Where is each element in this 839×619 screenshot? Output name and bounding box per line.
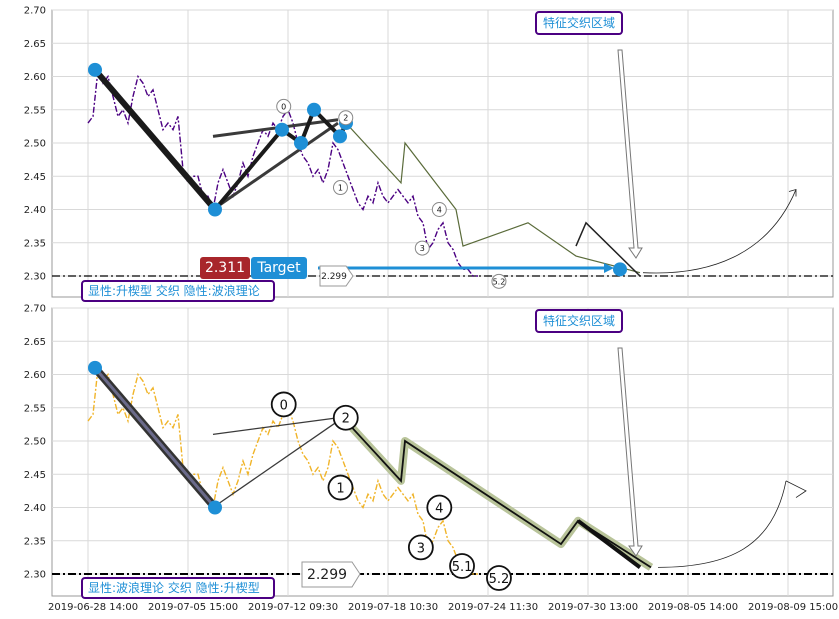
- y-tick-label: 2.60: [24, 72, 46, 83]
- projection-arrowhead: [785, 480, 807, 498]
- projection-curve: [657, 480, 787, 568]
- wave-marker-label: 0: [281, 102, 286, 111]
- wave-marker-circle: [276, 98, 292, 114]
- y-tick-label: 2.55: [24, 403, 46, 414]
- wedge-upper-line: [212, 417, 339, 435]
- y-tick-label: 2.65: [24, 39, 46, 50]
- y-tick-label: 2.45: [24, 172, 46, 183]
- wave-tail-line: [576, 519, 642, 569]
- price-tag-text: 2.299: [307, 567, 347, 583]
- y-tick-label: 2.55: [24, 105, 46, 116]
- x-tick-label: 2019-07-12 09:30: [248, 602, 338, 613]
- zone-label-text: 特征交织区域: [543, 313, 615, 328]
- legend-text: 显性:升楔型 交织 隐性:波浪理论: [88, 283, 260, 298]
- zone-label-box: [535, 309, 623, 333]
- x-tick-label: 2019-06-28 14:00: [48, 602, 138, 613]
- wave-marker-label: 5.1: [452, 560, 473, 575]
- zone-pointer-arrow: [617, 49, 643, 259]
- wave-tail-line: [575, 221, 641, 277]
- wave-marker-circle: [491, 273, 507, 289]
- target-label-box: [251, 257, 307, 279]
- wave-path-line: [345, 122, 641, 274]
- y-tick-label: 2.40: [24, 503, 46, 514]
- pivot-node: [307, 102, 321, 117]
- pivot-node: [88, 360, 102, 375]
- wave-marker-circle: [426, 494, 453, 521]
- y-tick-label: 2.50: [24, 437, 46, 448]
- projection-curve: [642, 189, 797, 274]
- y-tick-label: 2.70: [24, 304, 46, 315]
- pivot-node: [294, 136, 308, 150]
- wave-marker-label: 4: [435, 502, 443, 517]
- y-tick-label: 2.60: [24, 370, 46, 381]
- price-tag-text: 2.299: [321, 272, 347, 282]
- target-value-text: 2.311: [205, 260, 245, 276]
- x-tick-label: 2019-07-24 11:30: [448, 602, 538, 613]
- wave-marker-circle: [332, 404, 359, 431]
- wave-marker-label: 1: [336, 482, 344, 497]
- zone-label-box: [535, 11, 623, 35]
- wave-marker-label: 2: [342, 412, 350, 427]
- wave-marker-label: 5.2: [489, 572, 510, 587]
- y-tick-label: 2.30: [24, 272, 46, 283]
- wave-marker-circle: [270, 391, 297, 418]
- zone-pointer-arrow: [617, 347, 643, 557]
- pivot-node: [88, 62, 102, 77]
- wave-marker-label: 4: [437, 206, 442, 215]
- pivot-node: [613, 262, 627, 277]
- target-arrowhead: [604, 263, 614, 273]
- x-tick-label: 2019-08-09 15:00: [748, 602, 838, 613]
- y-tick-label: 2.35: [24, 238, 46, 249]
- projection-arrowhead: [788, 189, 797, 197]
- pivot-node: [333, 129, 347, 144]
- wave-marker-circle: [407, 534, 434, 561]
- wave-marker-circle: [414, 240, 430, 256]
- x-tick-label: 2019-07-05 15:00: [148, 602, 238, 613]
- target-label-text: Target: [256, 260, 301, 276]
- wedge-lower-line: [212, 121, 339, 211]
- price-tag-shape: [319, 265, 354, 287]
- legend-text: 显性:波浪理论 交织 隐性:升楔型: [88, 580, 260, 595]
- legend-box: [81, 577, 275, 599]
- x-tick-label: 2019-07-18 10:30: [348, 602, 438, 613]
- panel-top: 2.70 2.65 2.60 2.55 2.50 2.45 2.40 2.35 2.30 2.31…: [24, 6, 834, 302]
- y-tick-label: 2.65: [24, 337, 46, 348]
- y-tick-label: 2.50: [24, 139, 46, 150]
- impulse-down-inner: [93, 366, 217, 509]
- y-tick-label: 2.30: [24, 570, 46, 581]
- wave-marker-circle: [338, 110, 354, 126]
- wave-marker-label: 1: [338, 184, 343, 193]
- price-tag-shape: [301, 561, 361, 588]
- wave-marker-label: 3: [417, 541, 425, 556]
- wave-marker-circle: [431, 202, 447, 217]
- legend-box: [81, 280, 275, 302]
- wave-marker-circle: [486, 565, 512, 591]
- wave-marker-label: 2: [343, 114, 348, 123]
- pivot-node: [275, 122, 289, 137]
- panel-bottom: 2.70 2.65 2.60 2.55 2.50 2.45 2.40 2.35 2.30 2.29…: [24, 304, 838, 614]
- wave-marker-circle: [332, 180, 348, 196]
- y-tick-label: 2.45: [24, 470, 46, 481]
- pivot-node: [208, 500, 222, 515]
- wave-marker-circle: [449, 553, 475, 579]
- zone-label-text: 特征交织区域: [543, 15, 615, 30]
- x-tick-label: 2019-07-30 13:00: [548, 602, 638, 613]
- wave-marker-label: 0: [280, 398, 288, 413]
- wave-marker-label: 5.2: [493, 277, 506, 286]
- pivot-node: [208, 202, 222, 217]
- y-tick-label: 2.40: [24, 205, 46, 216]
- y-tick-label: 2.70: [24, 6, 46, 17]
- price-series-line: [87, 69, 478, 277]
- y-tick-label: 2.35: [24, 536, 46, 547]
- impulse-down-line: [92, 67, 218, 212]
- wave-marker-label: 3: [420, 244, 425, 253]
- target-value-box: [200, 257, 250, 279]
- wedge-lower-line: [212, 420, 339, 509]
- x-tick-label: 2019-08-05 14:00: [648, 602, 738, 613]
- wave-marker-circle: [327, 474, 354, 501]
